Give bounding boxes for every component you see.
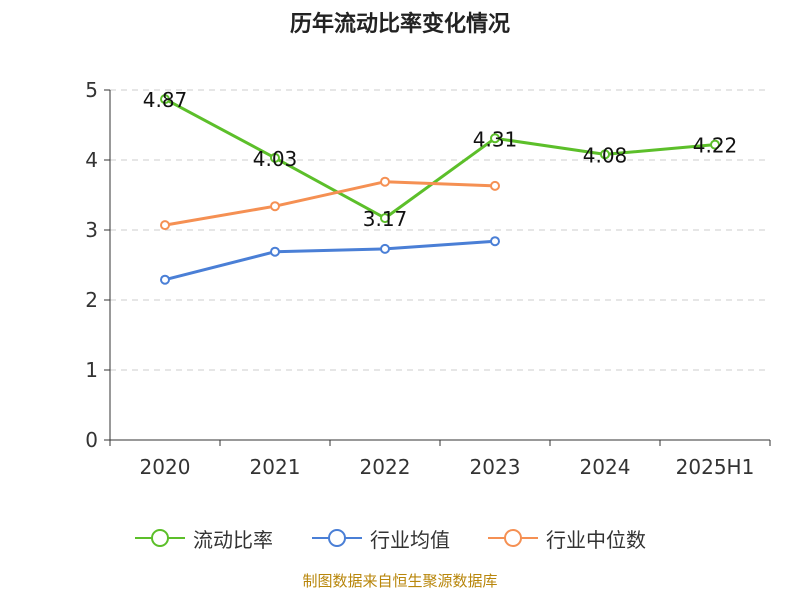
data-point xyxy=(160,94,170,105)
series-lines xyxy=(160,94,720,285)
series-line-2 xyxy=(164,180,496,227)
data-point xyxy=(490,133,500,144)
data-point xyxy=(490,180,500,191)
y-tick-label: 1 xyxy=(85,358,98,382)
x-tick-label: 2023 xyxy=(470,455,521,479)
data-label: 4.08 xyxy=(583,143,628,167)
chart-title: 历年流动比率变化情况 xyxy=(289,12,510,37)
y-tick-label: 5 xyxy=(85,78,98,102)
legend-marker-green xyxy=(135,529,185,547)
series-line-1 xyxy=(164,239,496,282)
data-point xyxy=(270,246,280,257)
legend: 流动比率 行业均值 行业中位数 xyxy=(0,522,800,554)
data-point xyxy=(160,274,170,285)
x-tick-label: 2025H1 xyxy=(676,455,755,479)
data-label: 4.87 xyxy=(143,88,188,112)
data-label: 4.22 xyxy=(693,134,738,158)
data-point xyxy=(710,139,720,150)
y-tick-label: 2 xyxy=(85,288,98,312)
axes: 0 1 2 3 4 5 2020 2021 2022 2023 2024 2025H1 xyxy=(85,78,771,479)
data-label: 4.03 xyxy=(253,147,298,171)
data-point xyxy=(270,152,280,163)
legend-marker-orange xyxy=(488,529,538,547)
data-label: 4.31 xyxy=(473,127,518,151)
legend-marker-blue xyxy=(312,529,362,547)
data-point xyxy=(380,176,390,187)
data-point xyxy=(270,201,280,212)
data-point xyxy=(600,149,610,160)
data-point xyxy=(490,236,500,247)
y-tick-label: 4 xyxy=(85,148,98,172)
data-labels: 4.87 4.03 3.17 4.31 4.08 4.22 xyxy=(143,88,738,231)
source-footer: 制图数据来自恒生聚源数据库 xyxy=(302,572,498,590)
data-label: 3.17 xyxy=(363,207,408,231)
legend-item-industry-median[interactable]: 行业中位数 xyxy=(488,522,646,554)
legend-label: 流动比率 xyxy=(193,527,273,552)
grid-lines xyxy=(110,89,770,371)
legend-label: 行业均值 xyxy=(370,527,450,552)
legend-item-current-ratio[interactable]: 流动比率 xyxy=(135,522,273,554)
x-tick-label: 2022 xyxy=(360,455,411,479)
series-line-0 xyxy=(164,97,716,220)
x-tick-label: 2020 xyxy=(140,455,191,479)
data-point xyxy=(160,220,170,231)
data-point xyxy=(380,213,390,224)
y-tick-label: 3 xyxy=(85,218,98,242)
y-tick-label: 0 xyxy=(85,428,98,452)
x-tick-label: 2024 xyxy=(580,455,631,479)
legend-item-industry-mean[interactable]: 行业均值 xyxy=(312,522,450,554)
legend-label: 行业中位数 xyxy=(546,527,646,552)
data-point xyxy=(380,243,390,254)
x-tick-label: 2021 xyxy=(250,455,301,479)
